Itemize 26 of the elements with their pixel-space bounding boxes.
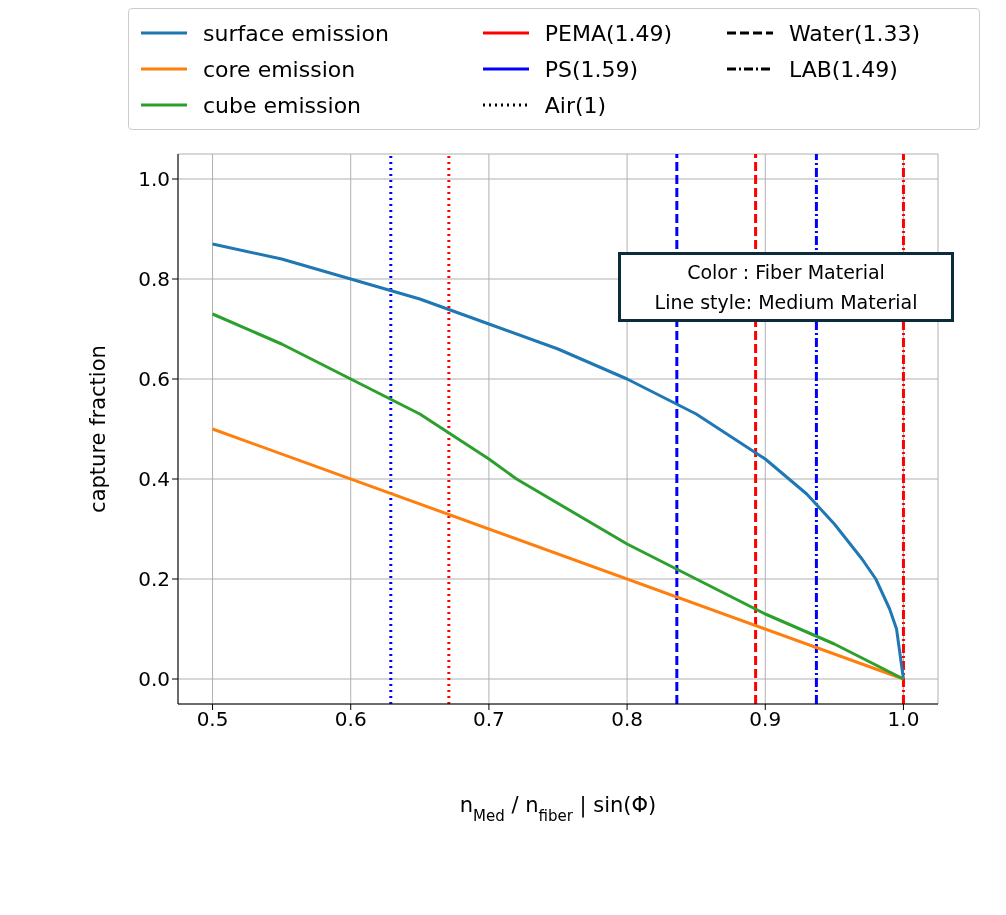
- y-tick-label: 0.4: [138, 467, 170, 492]
- x-tick-label: 0.5: [196, 707, 229, 732]
- annotation: Line style: Medium Material: [653, 290, 919, 315]
- y-tick-label: 0.8: [138, 267, 170, 292]
- legend-label: core emission: [203, 56, 356, 82]
- x-tick-label: 0.8: [611, 707, 643, 732]
- x-tick-label: 1.0: [887, 707, 920, 732]
- x-axis-title: n$_{Med}$ / n$_{fiber}$ | sin(Φ): [459, 793, 657, 825]
- legend-label: LAB(1.49): [788, 56, 898, 82]
- legend-label: Air(1): [544, 92, 607, 118]
- line-series: [211, 312, 905, 681]
- y-tick-label: 0.6: [138, 367, 170, 392]
- x-tick-label: 0.9: [749, 707, 782, 732]
- x-tick-label: 0.7: [473, 707, 505, 732]
- note-box: Color : Fiber Material Line style: Medium Material: [618, 252, 954, 322]
- y-tick-label: 0.2: [138, 567, 170, 592]
- y-tick-label: 1.0: [138, 167, 170, 192]
- legend-label: PS(1.59): [544, 56, 639, 82]
- x-tick-label: 0.6: [334, 707, 367, 732]
- y-axis-title: capture fraction: [86, 345, 111, 513]
- legend-label: PEMA(1.49): [544, 20, 673, 46]
- annotation: Color : Fiber Material: [686, 260, 886, 285]
- legend-label: cube emission: [203, 92, 362, 118]
- legend-label: surface emission: [203, 20, 389, 46]
- legend-label: Water(1.33): [788, 20, 921, 46]
- y-tick-label: 0.0: [138, 667, 170, 692]
